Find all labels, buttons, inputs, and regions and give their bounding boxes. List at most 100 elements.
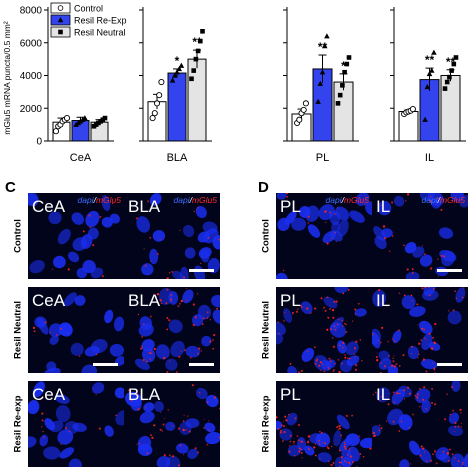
mglu5-punctum bbox=[402, 354, 405, 357]
mglu5-punctum bbox=[327, 316, 329, 319]
mglu5-punctum bbox=[208, 420, 210, 422]
nucleus bbox=[447, 310, 462, 325]
mglu5-punctum bbox=[419, 387, 421, 390]
mglu5-punctum bbox=[167, 409, 169, 411]
mglu5-punctum bbox=[443, 255, 446, 258]
micrograph-image bbox=[372, 287, 468, 373]
nucleus bbox=[337, 340, 347, 354]
mglu5-punctum bbox=[165, 302, 168, 304]
mglu5-punctum bbox=[150, 434, 152, 437]
nucleus bbox=[391, 388, 405, 405]
mglu5-punctum bbox=[452, 309, 455, 312]
mglu5-punctum bbox=[358, 435, 361, 437]
nucleus bbox=[101, 216, 113, 228]
nucleus bbox=[114, 316, 124, 332]
nucleus bbox=[76, 267, 88, 279]
mglu5-punctum bbox=[433, 368, 436, 371]
data-point bbox=[315, 98, 321, 104]
mglu5-punctum bbox=[336, 323, 339, 326]
mglu5-punctum bbox=[430, 195, 432, 198]
mglu5-punctum bbox=[153, 424, 156, 427]
mglu5-punctum bbox=[436, 197, 439, 200]
mglu5-punctum bbox=[151, 436, 154, 439]
data-point bbox=[424, 83, 431, 90]
mglu5-punctum bbox=[191, 384, 194, 387]
nucleus bbox=[339, 359, 353, 373]
micrograph-image bbox=[372, 193, 468, 279]
mglu5-punctum bbox=[349, 357, 351, 360]
mglu5-punctum bbox=[395, 363, 398, 366]
micrograph-bla-control: BLA dapi/mGlu5 bbox=[124, 193, 220, 279]
mglu5-punctum bbox=[454, 290, 457, 293]
nucleus bbox=[372, 328, 381, 345]
mglu5-punctum bbox=[377, 289, 380, 292]
mglu5-punctum bbox=[341, 319, 344, 322]
mglu5-punctum bbox=[298, 424, 301, 426]
mglu5-punctum bbox=[338, 466, 342, 467]
mglu5-punctum bbox=[429, 200, 433, 203]
data-point bbox=[191, 68, 196, 73]
nucleus bbox=[378, 358, 392, 370]
mglu5-punctum bbox=[306, 307, 309, 310]
mglu5-punctum bbox=[300, 451, 303, 454]
data-point bbox=[442, 86, 448, 91]
data-point bbox=[149, 115, 156, 122]
data-point bbox=[200, 28, 205, 34]
mglu5-punctum bbox=[209, 340, 212, 343]
nucleus bbox=[431, 197, 442, 209]
mglu5-punctum bbox=[338, 461, 341, 464]
mglu5-punctum bbox=[284, 311, 286, 313]
nucleus bbox=[109, 343, 124, 357]
mglu5-punctum bbox=[170, 300, 172, 302]
data-point bbox=[302, 100, 309, 107]
mglu5-punctum bbox=[300, 306, 303, 309]
mglu5-punctum bbox=[196, 293, 199, 295]
nucleus bbox=[307, 224, 321, 238]
mglu5-punctum bbox=[207, 237, 210, 239]
legend-label: Control bbox=[74, 4, 103, 14]
mglu5-punctum bbox=[179, 229, 181, 231]
mglu5-punctum bbox=[355, 364, 358, 367]
mglu5-punctum bbox=[408, 392, 411, 395]
mglu5-punctum bbox=[398, 392, 401, 395]
mglu5-punctum bbox=[387, 403, 390, 406]
mglu5-punctum bbox=[338, 449, 341, 452]
mglu5-punctum bbox=[155, 296, 157, 298]
stain-legend: dapi/mGlu5 bbox=[325, 195, 370, 205]
mglu5-punctum bbox=[449, 414, 451, 416]
mglu5-punctum bbox=[423, 451, 426, 453]
nucleus bbox=[59, 447, 75, 459]
mglu5-punctum bbox=[296, 435, 299, 438]
nucleus bbox=[139, 411, 155, 424]
mglu5-punctum bbox=[159, 239, 161, 241]
nucleus bbox=[53, 255, 66, 269]
mglu5-punctum bbox=[332, 370, 335, 373]
nucleus bbox=[455, 287, 466, 303]
mglu5-punctum bbox=[372, 333, 374, 336]
nucleus bbox=[420, 359, 438, 370]
mglu5-punctum bbox=[361, 360, 363, 362]
mglu5-punctum bbox=[187, 415, 189, 417]
mglu5-punctum bbox=[208, 429, 210, 431]
mglu5-punctum bbox=[299, 305, 302, 307]
data-point bbox=[317, 80, 324, 86]
significance-marker: * bbox=[175, 54, 180, 68]
mglu5-punctum bbox=[212, 347, 215, 350]
mglu5-punctum bbox=[372, 431, 375, 435]
mglu5-punctum bbox=[319, 431, 321, 433]
mglu5-punctum bbox=[218, 436, 220, 439]
mglu5-punctum bbox=[314, 454, 317, 457]
nucleus bbox=[81, 364, 98, 373]
mglu5-punctum bbox=[168, 454, 171, 456]
nucleus bbox=[90, 267, 104, 279]
mglu5-punctum bbox=[391, 235, 394, 237]
mglu5-punctum bbox=[67, 268, 70, 271]
micrograph-image bbox=[124, 193, 220, 279]
nucleus bbox=[286, 412, 298, 426]
mglu5-punctum bbox=[432, 362, 434, 364]
micrograph-image bbox=[28, 381, 124, 467]
data-point bbox=[174, 69, 180, 75]
nucleus bbox=[54, 394, 70, 404]
nucleus bbox=[115, 410, 124, 426]
data-point bbox=[153, 100, 161, 107]
